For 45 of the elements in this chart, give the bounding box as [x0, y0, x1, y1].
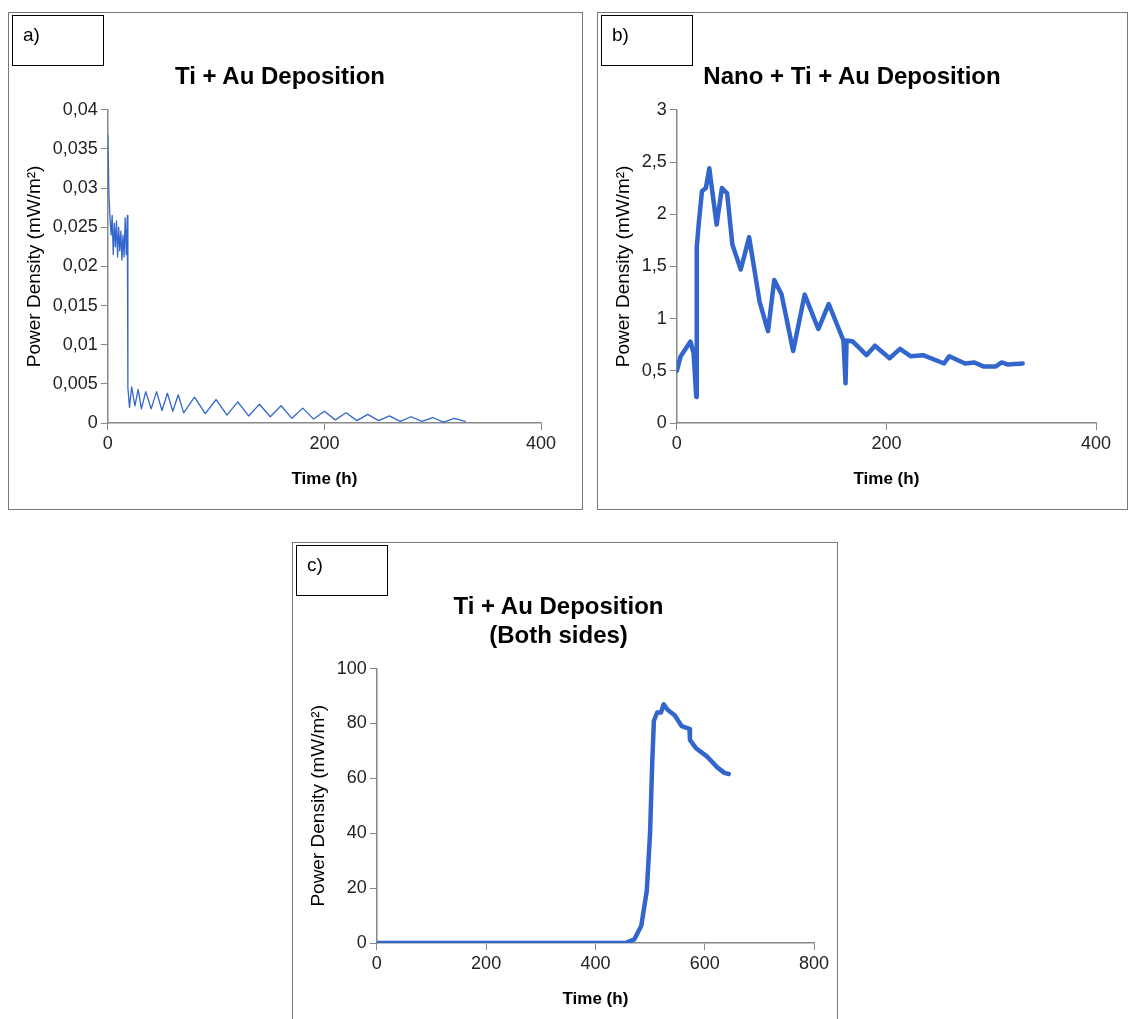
y-tick-label: 100: [336, 657, 367, 678]
y-tick-label: 0,02: [62, 255, 98, 276]
x-tick-label: 800: [798, 952, 830, 973]
y-tick-label: 0,5: [641, 359, 667, 380]
y-tick-label: 0,035: [52, 137, 98, 158]
chart-title: Ti + Au Deposition: [174, 62, 386, 90]
x-tick-label: 200: [871, 432, 902, 453]
x-tick-label: 400: [525, 432, 557, 453]
x-tick-label: 200: [309, 432, 340, 453]
y-tick-label: 0,005: [52, 372, 98, 393]
x-tick-label: 400: [580, 952, 611, 973]
x-tick-label: 0: [371, 952, 382, 973]
y-tick-label: 3: [656, 98, 667, 119]
y-tick-label: 0,01: [62, 333, 98, 354]
y-tick-label: 60: [346, 767, 367, 788]
y-tick-label: 0: [87, 411, 98, 432]
y-axis-title: Power Density (mW/m²): [22, 165, 44, 368]
x-axis-title: Time (h): [291, 469, 358, 489]
y-axis-title: Power Density (mW/m²): [306, 704, 328, 907]
x-tick-label: 0: [671, 432, 682, 453]
y-tick-label: 40: [346, 822, 367, 843]
x-tick-label: 200: [471, 952, 502, 973]
x-axis-title: Time (h): [562, 989, 629, 1009]
x-tick-label: 400: [1080, 432, 1112, 453]
y-tick-label: 0,03: [62, 177, 98, 198]
y-tick-label: 2,5: [641, 150, 667, 171]
text: b): [601, 15, 693, 66]
x-axis-title: Time (h): [853, 469, 920, 489]
x-tick-label: 600: [689, 952, 720, 973]
y-tick-label: 0,04: [62, 98, 98, 119]
y-tick-label: 1: [656, 307, 667, 328]
y-tick-label: 20: [346, 877, 367, 898]
chart-title: Nano + Ti + Au Deposition: [703, 62, 1001, 90]
x-tick-label: 0: [102, 432, 113, 453]
y-tick-label: 0: [356, 931, 367, 952]
y-axis-title: Power Density (mW/m²): [611, 165, 633, 368]
y-tick-label: 1,5: [641, 255, 667, 276]
y-tick-label: 2: [656, 203, 667, 224]
y-tick-label: 0,015: [52, 294, 98, 315]
chart-title: Ti + Au Deposition (Both sides): [453, 592, 664, 648]
y-tick-label: 0,025: [52, 216, 98, 237]
y-tick-label: 0: [656, 411, 667, 432]
y-tick-label: 80: [346, 712, 367, 733]
text: c): [296, 545, 388, 596]
text: a): [12, 15, 104, 66]
